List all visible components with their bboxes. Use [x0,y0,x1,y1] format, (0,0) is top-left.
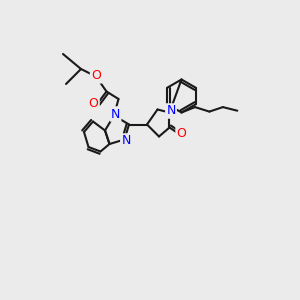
Text: N: N [111,107,120,121]
Text: O: O [89,97,98,110]
Text: O: O [91,69,101,82]
Text: O: O [177,127,186,140]
Text: N: N [121,134,131,148]
Text: N: N [166,104,176,118]
